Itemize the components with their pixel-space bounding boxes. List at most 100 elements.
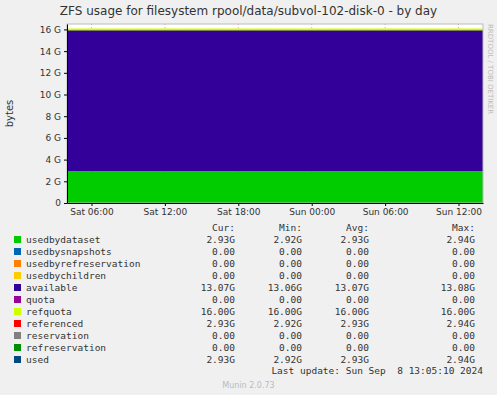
legend-value: 2.93G <box>340 234 369 245</box>
chart: 02 G4 G6 G8 G10 G12 G14 G16 GSat 06:00Sa… <box>0 0 497 395</box>
x-tick-label: Sun 12:00 <box>436 207 482 217</box>
legend-swatch <box>14 248 21 255</box>
legend-value: 0.00 <box>346 246 369 257</box>
y-tick-label: 6 G <box>45 133 61 143</box>
legend-value: 0.00 <box>212 342 235 353</box>
legend-value: 2.92G <box>273 318 302 329</box>
x-tick-mark <box>165 203 166 206</box>
legend-value: 13.06G <box>268 282 303 293</box>
y-tick: 2 G <box>45 177 67 187</box>
plot-background <box>67 24 483 203</box>
legend-value: 0.00 <box>346 330 369 341</box>
watermark: RRDTOOL / TOBI OETIKER <box>486 24 494 114</box>
y-tick-label: 8 G <box>45 112 61 122</box>
legend-value: 0.00 <box>279 270 302 281</box>
legend-value: 0.00 <box>212 270 235 281</box>
plot-frame <box>67 24 483 203</box>
legend-value: 0.00 <box>279 330 302 341</box>
legend-label: referenced <box>26 318 83 329</box>
background <box>0 0 497 395</box>
legend-value: 2.93G <box>340 318 369 329</box>
legend-swatch <box>14 260 21 267</box>
x-axis: Sat 06:00 Sat 12:00 Sat 18:00 Sun 00:00 Sun … <box>68 203 484 217</box>
legend-swatch <box>14 296 21 303</box>
y-axis-line <box>67 25 68 204</box>
legend-value: 2.94G <box>446 354 475 365</box>
legend-label: reservation <box>26 330 89 341</box>
legend-value: 0.00 <box>346 342 369 353</box>
legend-label: available <box>26 282 78 293</box>
legend-column-header: Avg: <box>346 222 369 233</box>
legend-value: 0.00 <box>346 294 369 305</box>
legend-swatch <box>14 284 21 291</box>
legend-value: 0.00 <box>452 270 475 281</box>
legend-value: 2.93G <box>206 354 235 365</box>
y-tick-label: 4 G <box>45 155 61 165</box>
y-tick-label: 14 G <box>40 47 61 57</box>
line <box>67 28 483 30</box>
legend-value: 2.92G <box>273 234 302 245</box>
y-tick: 10 G <box>40 90 67 100</box>
x-tick-mark <box>312 203 313 206</box>
legend-value: 0.00 <box>452 330 475 341</box>
legend-value: 13.07G <box>201 282 236 293</box>
legend-value: 16.00G <box>201 306 236 317</box>
y-tick: 6 G <box>45 133 67 143</box>
y-tick-mark <box>64 181 67 182</box>
x-tick: Sat 06:00 <box>70 203 114 217</box>
y-tick-mark <box>64 29 67 30</box>
y-tick-label: 10 G <box>40 90 61 100</box>
y-tick-label: 2 G <box>45 177 61 187</box>
legend-value: 2.93G <box>206 318 235 329</box>
legend-swatch <box>14 320 21 327</box>
legend-value: 2.93G <box>206 234 235 245</box>
legend-value: 0.00 <box>452 246 475 257</box>
x-tick-label: Sun 00:00 <box>289 207 335 217</box>
y-axis: 02 G4 G6 G8 G10 G12 G14 G16 G <box>40 25 68 209</box>
y-tick-mark <box>64 95 67 96</box>
y-tick-label: 12 G <box>40 68 61 78</box>
legend-label: refquota <box>26 306 72 317</box>
y-tick-mark <box>64 160 67 161</box>
x-tick: Sun 00:00 <box>289 203 335 217</box>
legend-label: usedbyrefreservation <box>26 258 140 269</box>
area <box>67 29 483 171</box>
x-tick-label: Sat 06:00 <box>70 207 114 217</box>
legend-value: 0.00 <box>279 258 302 269</box>
x-tick-mark <box>459 203 460 206</box>
x-tick-label: Sun 06:00 <box>363 207 409 217</box>
legend-value: 0.00 <box>279 246 302 257</box>
legend-swatch <box>14 236 21 243</box>
legend-value: 13.08G <box>441 282 476 293</box>
version: Munin 2.0.73 <box>222 381 274 390</box>
x-tick: Sat 18:00 <box>217 203 261 217</box>
x-tick-label: Sat 12:00 <box>144 207 188 217</box>
y-tick-mark <box>64 73 67 74</box>
legend-value: 2.94G <box>446 318 475 329</box>
y-axis-title: bytes <box>4 100 15 128</box>
grid-line <box>67 29 483 30</box>
legend-value: 0.00 <box>279 294 302 305</box>
y-tick-mark <box>64 51 67 52</box>
x-axis-line <box>68 203 484 204</box>
title: ZFS usage for filesystem rpool/data/subv… <box>60 4 437 18</box>
legend-value: 0.00 <box>279 342 302 353</box>
y-tick: 12 G <box>40 68 67 78</box>
legend-column-header: Cur: <box>212 222 235 233</box>
legend-swatch <box>14 332 21 339</box>
y-tick: 14 G <box>40 47 67 57</box>
legend-label: quota <box>26 294 55 305</box>
y-tick-mark <box>64 116 67 117</box>
legend-value: 0.00 <box>346 258 369 269</box>
legend-value: 2.94G <box>446 234 475 245</box>
grid <box>67 24 483 203</box>
legend-label: refreservation <box>26 342 106 353</box>
x-tick: Sat 12:00 <box>144 203 188 217</box>
legend-value: 0.00 <box>452 294 475 305</box>
legend-value: 0.00 <box>212 330 235 341</box>
legend-swatch <box>14 308 21 315</box>
x-tick-mark <box>385 203 386 206</box>
legend-value: 16.00G <box>268 306 303 317</box>
legend-swatch <box>14 356 21 363</box>
legend-value: 0.00 <box>452 258 475 269</box>
